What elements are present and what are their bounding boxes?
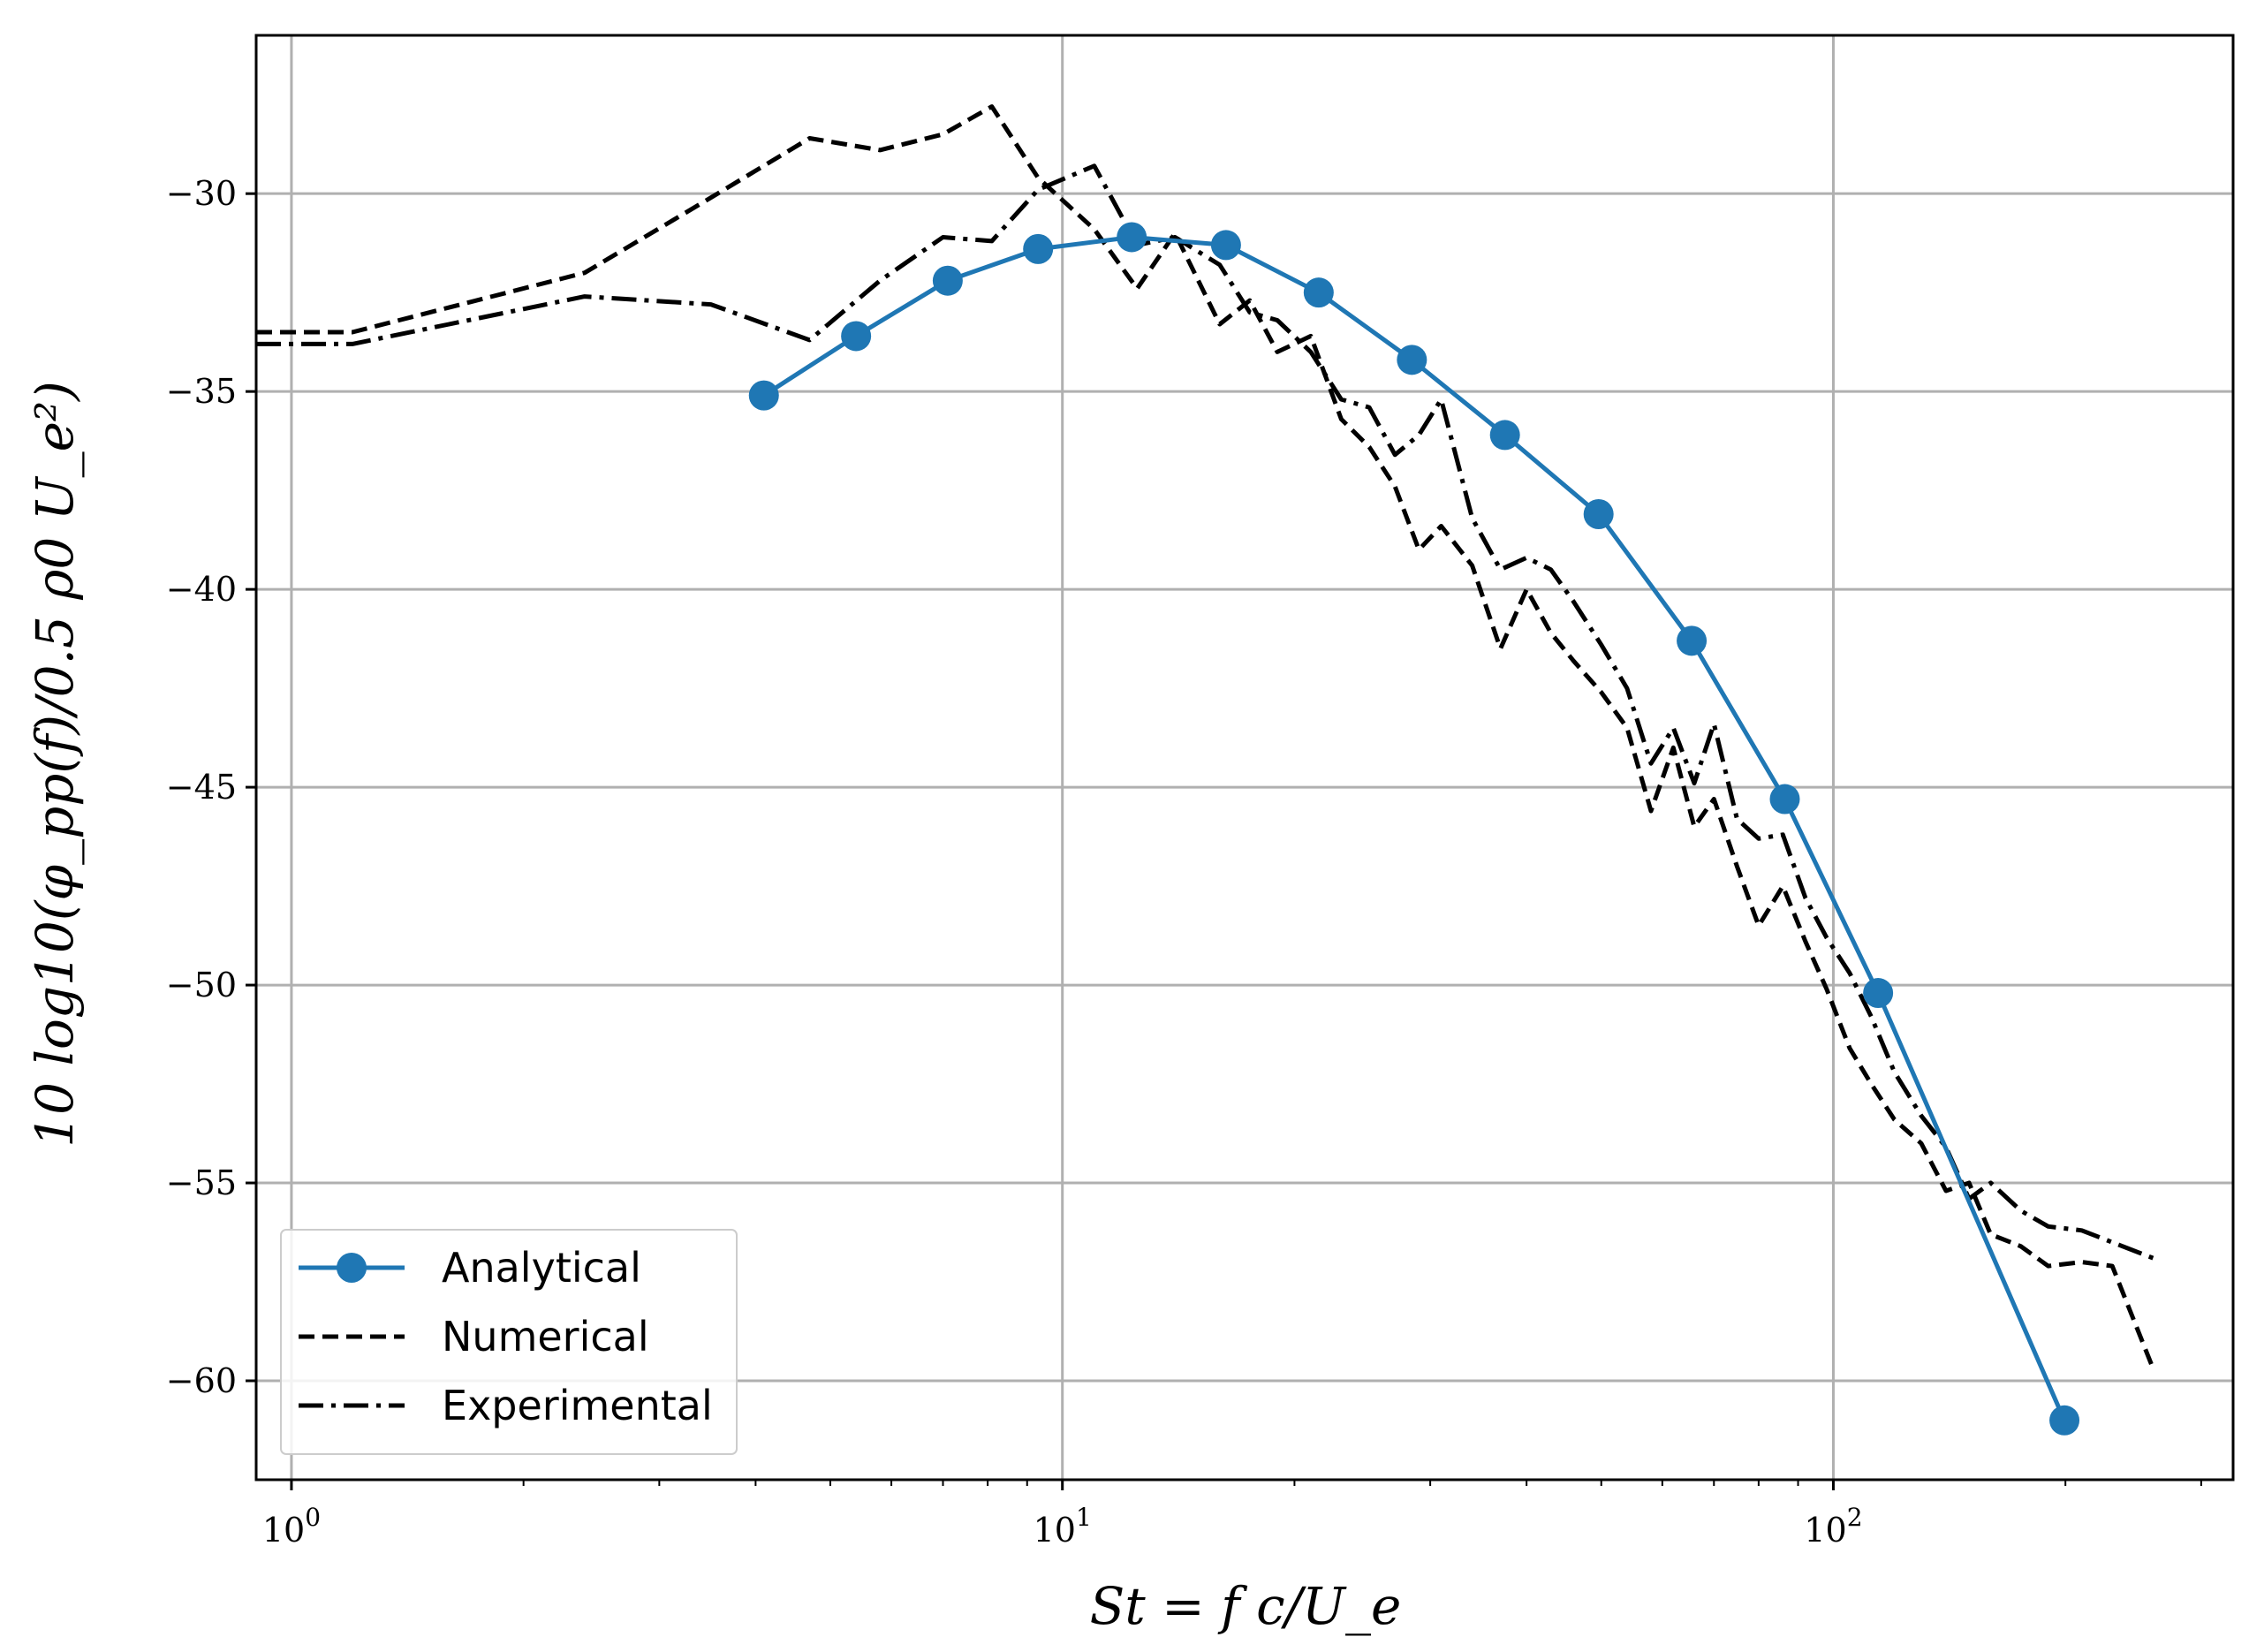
y-tick-label: −45 bbox=[166, 768, 237, 807]
data-point-analytical bbox=[1397, 345, 1427, 375]
grid bbox=[256, 35, 2233, 1480]
y-tick-label: −55 bbox=[166, 1163, 237, 1202]
legend: Analytical Numerical Experimental bbox=[280, 1229, 738, 1455]
data-point-analytical bbox=[2049, 1405, 2080, 1436]
data-point-analytical bbox=[1583, 499, 1614, 530]
series-layer bbox=[256, 104, 2155, 1436]
data-point-analytical bbox=[1303, 277, 1334, 308]
y-tick-label: −40 bbox=[166, 570, 237, 609]
y-tick-label: −60 bbox=[166, 1361, 237, 1400]
data-point-analytical bbox=[1117, 222, 1147, 253]
data-point-analytical bbox=[1023, 233, 1054, 264]
legend-label-experimental: Experimental bbox=[442, 1382, 713, 1429]
x-tick-label: 100 bbox=[262, 1503, 321, 1550]
legend-label-analytical: Analytical bbox=[442, 1244, 641, 1292]
series-line-analytical bbox=[762, 235, 2067, 1421]
legend-box bbox=[280, 1229, 738, 1455]
series-line-numerical bbox=[256, 104, 2155, 1370]
x-tick-label: 102 bbox=[1804, 1503, 1862, 1550]
data-point-analytical bbox=[748, 380, 779, 411]
series-experimental bbox=[256, 163, 2154, 1261]
legend-label-numerical: Numerical bbox=[442, 1313, 649, 1360]
data-point-analytical bbox=[841, 321, 872, 352]
data-point-analytical bbox=[1210, 230, 1241, 261]
data-point-analytical bbox=[1677, 625, 1708, 656]
series-analytical bbox=[748, 222, 2080, 1436]
y-tick-label: −35 bbox=[166, 372, 237, 411]
ticks: 100 101 102 −30 −35 −40 −45 −50 −55 −60 bbox=[166, 174, 2202, 1550]
series-line-experimental bbox=[256, 163, 2154, 1261]
data-point-analytical bbox=[1863, 978, 1894, 1009]
y-tick-label: −30 bbox=[166, 174, 237, 213]
data-point-analytical bbox=[1769, 784, 1800, 815]
x-axis-title: St = f c/U_e bbox=[1090, 1576, 1402, 1636]
data-point-analytical bbox=[1489, 420, 1520, 451]
plot-frame bbox=[254, 34, 2235, 1481]
y-tick-label: −50 bbox=[166, 966, 237, 1004]
series-numerical bbox=[256, 104, 2155, 1370]
legend-marker-analytical bbox=[337, 1253, 367, 1283]
data-point-analytical bbox=[932, 265, 963, 296]
x-tick-label: 101 bbox=[1034, 1503, 1092, 1550]
y-axis-title: 10 log10(φ_pp(f)/0.5 ρ0 U_e²) bbox=[25, 381, 85, 1148]
